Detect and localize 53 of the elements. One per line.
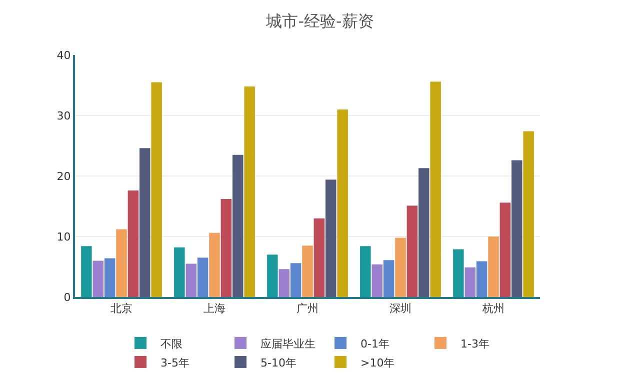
bar (128, 190, 139, 297)
legend-label: 0-1年 (360, 337, 390, 350)
x-tick-label: 杭州 (482, 302, 504, 316)
bar (512, 160, 522, 297)
y-tick-label: 30 (56, 109, 71, 122)
bar (197, 258, 208, 297)
bar (290, 263, 302, 297)
legend-label: 3-5年 (160, 356, 190, 370)
bar (453, 249, 464, 297)
bar (523, 131, 534, 297)
x-tick-label: 上海 (204, 302, 226, 316)
bar (267, 254, 278, 297)
bar (104, 258, 116, 297)
bar (372, 264, 382, 297)
x-tick-label: 深圳 (390, 302, 412, 316)
bar (81, 246, 92, 297)
bar (116, 229, 127, 297)
y-tick-label: 0 (64, 290, 71, 304)
legend-label: >10年 (360, 356, 395, 370)
chart-title: 城市-经验-薪资 (265, 12, 374, 31)
legend-label: 5-10年 (260, 356, 296, 370)
bar (244, 86, 255, 297)
bar (232, 154, 244, 297)
bar (464, 267, 476, 297)
bar (186, 264, 196, 297)
bar (92, 260, 104, 297)
bar (500, 202, 511, 297)
y-tick-label: 40 (56, 48, 71, 62)
bar (278, 269, 290, 297)
bar (220, 198, 232, 297)
legend-label: 不限 (160, 337, 182, 350)
y-tick-label: 20 (56, 170, 71, 183)
x-tick-label: 北京 (110, 302, 132, 316)
bar (174, 247, 185, 297)
y-tick-label: 10 (56, 230, 71, 244)
bar (360, 246, 371, 297)
legend-label: 1-3年 (460, 337, 490, 350)
bar (326, 180, 336, 297)
bar (476, 261, 488, 297)
bar (418, 168, 430, 297)
bar (302, 246, 313, 297)
bar (140, 148, 150, 297)
bar (395, 238, 406, 297)
x-tick-label: 广州 (296, 302, 318, 316)
legend-label: 应届毕业生 (260, 337, 316, 350)
bar (337, 109, 348, 297)
bar (406, 206, 418, 297)
bar (383, 260, 394, 297)
bar (151, 82, 162, 297)
bar (209, 232, 220, 297)
bar (488, 236, 499, 297)
bar (314, 218, 325, 297)
bar (430, 82, 441, 297)
